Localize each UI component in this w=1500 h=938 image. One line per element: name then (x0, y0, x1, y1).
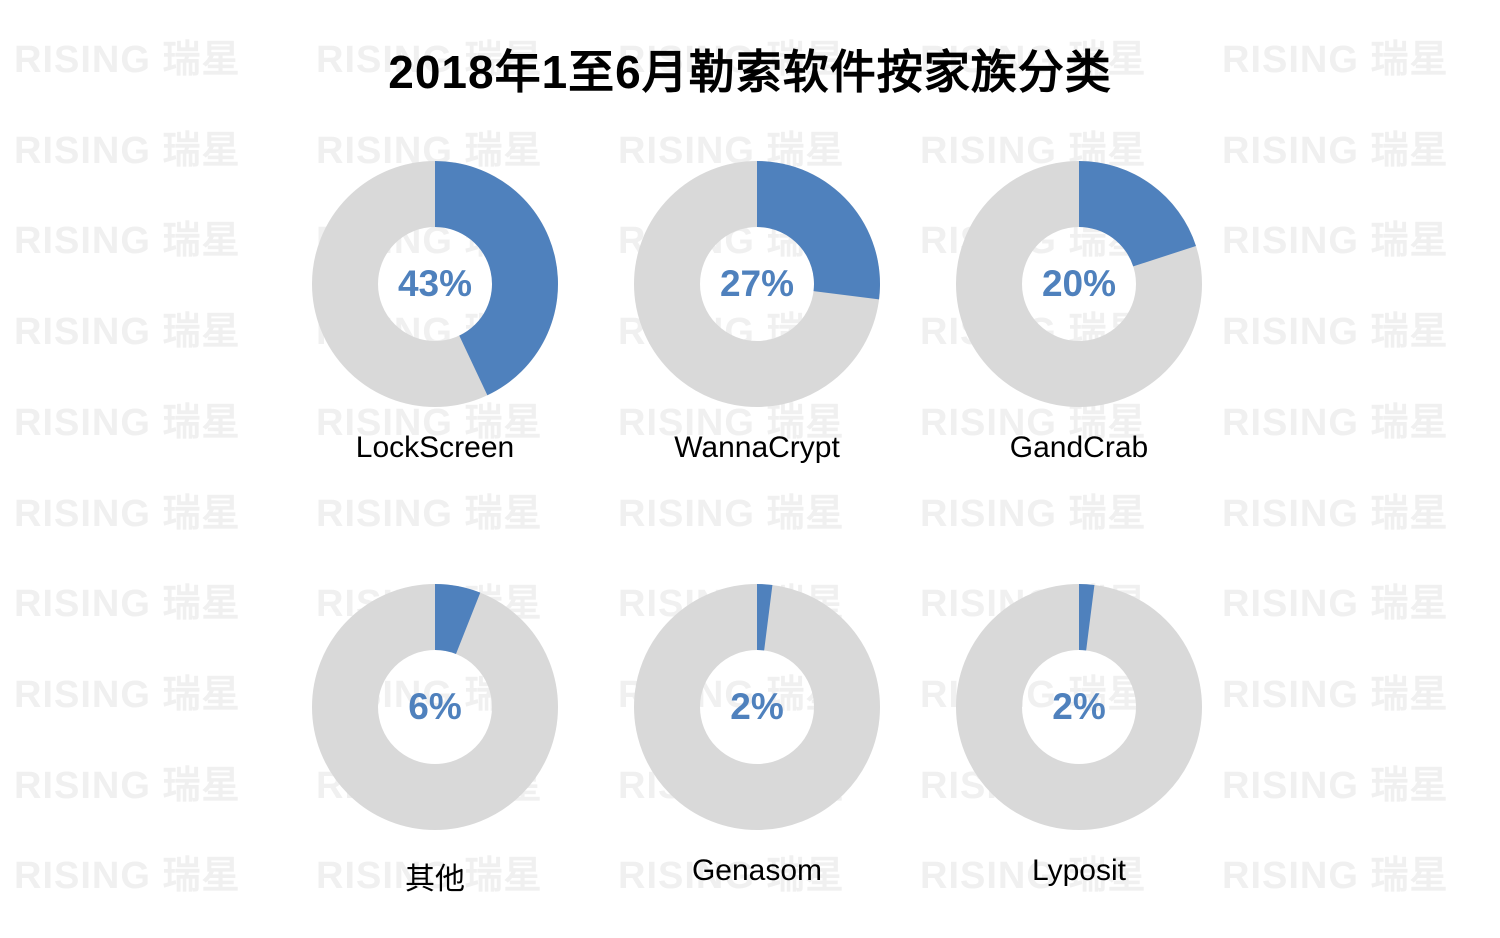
donut-value-slice (757, 161, 880, 300)
donut-value-slice (435, 161, 558, 396)
donut-category-label: Genasom (691, 854, 823, 887)
donut-ring-wrap: 20% (956, 161, 1202, 407)
donut-ring (956, 161, 1202, 407)
donut-chart-wannacrypt: 27% WannaCrypt (634, 161, 880, 465)
donut-value-label: 6% (408, 686, 462, 727)
donut-category-label: GandCrab (1009, 431, 1149, 464)
donut-value-label: 20% (1041, 263, 1117, 304)
donut-ring (634, 584, 880, 830)
donut-ring-wrap: 6% (312, 584, 558, 830)
chart-title: 2018年1至6月勒索软件按家族分类 (388, 46, 1112, 98)
donut-chart-index3: 6% 其他 (312, 584, 558, 898)
donut-ring-wrap: 2% (956, 584, 1202, 830)
donut-ring-wrap: 27% (634, 161, 880, 407)
donut-ring (956, 584, 1202, 830)
donut-chart-genasom: 2% Genasom (634, 584, 880, 888)
donut-category-label: WannaCrypt (674, 431, 840, 464)
donut-value-label: 27% (719, 263, 795, 304)
donut-category-label: LockScreen (355, 431, 515, 464)
donut-ring (312, 584, 558, 830)
donut-ring (634, 161, 880, 407)
donut-value-slice (1079, 161, 1196, 267)
donut-ring-wrap: 43% (312, 161, 558, 407)
donut-chart-gandcrab: 20% GandCrab (956, 161, 1202, 465)
donut-value-label: 2% (1052, 686, 1106, 727)
donut-category-label: 其他 (405, 863, 465, 896)
donut-value-slice (435, 584, 481, 654)
donut-value-label: 2% (730, 686, 784, 727)
donut-ring (312, 161, 558, 407)
donut-chart-lockscreen: 43% LockScreen (312, 161, 558, 465)
donut-category-label: Lyposit (1032, 854, 1126, 887)
donut-ring-wrap: 2% (634, 584, 880, 830)
donut-value-slice (1079, 584, 1095, 651)
donut-value-slice (757, 584, 773, 651)
donut-chart-lyposit: 2% Lyposit (956, 584, 1202, 888)
donut-value-label: 43% (397, 263, 473, 304)
